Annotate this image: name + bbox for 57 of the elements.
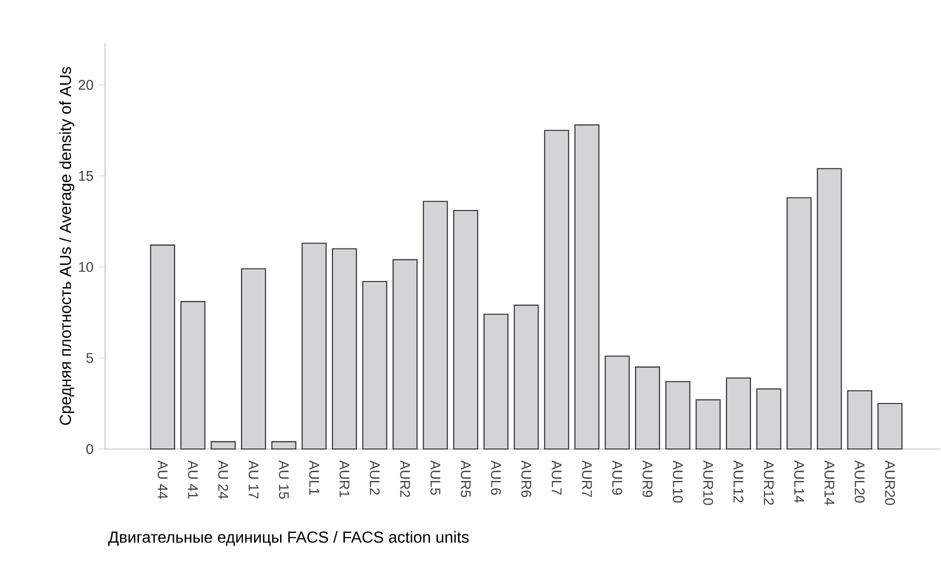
bar xyxy=(604,356,630,450)
x-tick-label: AUL5 xyxy=(430,460,440,495)
x-tick-label: AUL14 xyxy=(794,460,804,503)
x-tick-label: AU 44 xyxy=(158,460,168,499)
y-tick-label: 5 xyxy=(86,353,94,363)
x-tick-label: AUL1 xyxy=(309,460,320,495)
bar xyxy=(302,242,327,450)
bar xyxy=(392,259,418,450)
bar xyxy=(362,280,388,450)
x-tick-label: AUL20 xyxy=(854,460,865,503)
x-tick-label: AUR7 xyxy=(582,460,592,497)
bar xyxy=(332,248,357,450)
bar xyxy=(786,197,812,450)
bar xyxy=(210,441,236,450)
bar xyxy=(422,200,448,450)
bar xyxy=(150,244,176,450)
x-tick-label: AU 41 xyxy=(188,460,198,499)
bar xyxy=(271,441,296,450)
bar xyxy=(635,366,660,450)
x-axis-title: Двигательные единицы FACS / FACS action units xyxy=(108,531,469,546)
x-tick-label: AUR14 xyxy=(824,460,834,506)
x-tick-label: AUR1 xyxy=(340,460,350,498)
x-tick-label: AUR12 xyxy=(764,460,774,505)
x-tick-label: AU 17 xyxy=(248,460,258,499)
x-tick-label: AU 24 xyxy=(218,460,228,499)
y-tick-label: 15 xyxy=(79,171,94,181)
x-tick-label: AUL6 xyxy=(491,460,501,495)
y-tick-label: 20 xyxy=(78,80,94,90)
x-tick-label: AUL10 xyxy=(672,460,683,503)
y-tick-label: 0 xyxy=(86,444,94,454)
bar xyxy=(544,130,570,450)
bar xyxy=(726,377,751,450)
x-tick-label: AUL9 xyxy=(612,460,622,495)
x-tick-label: AUR9 xyxy=(642,460,652,498)
bar xyxy=(453,210,478,450)
bar xyxy=(574,124,600,450)
bar xyxy=(847,390,872,450)
x-tick-label: AUL2 xyxy=(370,460,380,495)
bar xyxy=(877,402,903,450)
bar xyxy=(514,304,539,450)
x-tick-label: AUL7 xyxy=(552,460,562,495)
x-tick-label: AU 15 xyxy=(278,460,289,499)
x-tick-label: AUL12 xyxy=(733,460,744,502)
y-tick-label: 10 xyxy=(79,262,94,272)
bar xyxy=(665,381,690,450)
bar xyxy=(816,168,842,450)
x-tick-label: AUR20 xyxy=(885,460,895,505)
bar xyxy=(696,399,721,450)
bar xyxy=(483,314,508,450)
bar xyxy=(241,268,266,450)
bar xyxy=(180,300,206,450)
x-tick-label: AUR2 xyxy=(400,460,410,497)
x-tick-label: AUR5 xyxy=(460,460,471,498)
bar xyxy=(756,388,782,450)
x-tick-label: AUR10 xyxy=(703,460,714,505)
y-axis-title: Средняя плотность AUs / Average density of AUs xyxy=(59,66,74,425)
x-tick-label: AUR6 xyxy=(521,460,532,498)
